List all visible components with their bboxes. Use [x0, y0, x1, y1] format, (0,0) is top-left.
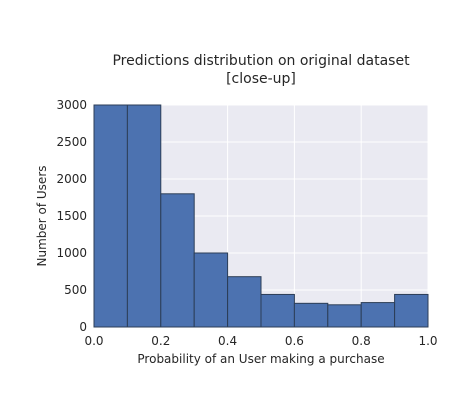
- histogram-bar-4: [193, 252, 229, 328]
- y-tick-label: 2500: [56, 135, 87, 149]
- bars: [93, 104, 429, 328]
- x-tick-label: 0.6: [285, 334, 304, 348]
- x-axis-label: Probability of an User making a purchase: [137, 352, 384, 366]
- y-tick-label: 3000: [56, 98, 87, 112]
- histogram-bar-10: [394, 293, 429, 328]
- y-tick-label: 0: [79, 320, 87, 334]
- y-tick-label: 2000: [56, 172, 87, 186]
- x-axis-ticks: 0.0 0.2 0.4 0.6 0.8 1.0: [84, 334, 437, 348]
- y-tick-label: 1000: [56, 246, 87, 260]
- histogram-bar-1: [93, 104, 128, 328]
- histogram-bar-6: [260, 293, 295, 328]
- y-tick-label: 1500: [56, 209, 87, 223]
- y-axis-label: Number of Users: [35, 165, 49, 266]
- histogram-bar-9: [360, 302, 396, 328]
- y-axis-ticks: 0 500 1000 1500 2000 2500 3000: [56, 98, 87, 334]
- y-tick-label: 500: [64, 283, 87, 297]
- histogram-bar-5: [227, 276, 262, 328]
- histogram-bar-7: [293, 302, 329, 328]
- x-tick-label: 0.8: [352, 334, 371, 348]
- x-tick-label: 0.0: [84, 334, 103, 348]
- x-tick-label: 1.0: [418, 334, 437, 348]
- histogram-bar-3: [160, 193, 195, 328]
- histogram-bar-2: [126, 104, 162, 328]
- chart-title-line-2: [close-up]: [226, 71, 296, 87]
- histogram-bar-8: [327, 304, 362, 328]
- x-tick-label: 0.2: [151, 334, 170, 348]
- chart-title-line-1: Predictions distribution on original dat…: [112, 53, 410, 69]
- x-tick-label: 0.4: [218, 334, 237, 348]
